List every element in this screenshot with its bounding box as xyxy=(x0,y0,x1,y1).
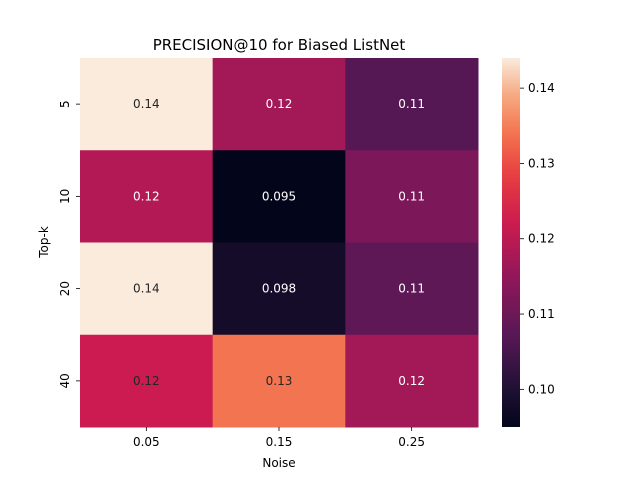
cell-value-label: 0.11 xyxy=(398,97,425,111)
cell-value-label: 0.11 xyxy=(398,282,425,296)
x-axis-label: Noise xyxy=(262,456,295,470)
colorbar: 0.10 0.11 0.12 0.13 0.14 xyxy=(502,58,555,427)
heatmap-cell xyxy=(80,150,214,243)
y-tick-label: 5 xyxy=(58,100,72,108)
x-tick-label: 0.05 xyxy=(133,435,160,449)
y-tick-label: 40 xyxy=(58,373,72,388)
cell-value-label: 0.12 xyxy=(133,189,160,203)
heatmap-cell xyxy=(212,58,346,151)
heatmap-cell xyxy=(80,58,214,151)
x-tick-label: 0.15 xyxy=(266,435,293,449)
chart-title: PRECISION@10 for Biased ListNet xyxy=(153,36,406,54)
heatmap-cell xyxy=(80,242,214,336)
colorbar-tick-label: 0.11 xyxy=(528,307,555,321)
cell-value-label: 0.098 xyxy=(262,282,296,296)
colorbar-tick-label: 0.13 xyxy=(528,156,555,170)
heatmap-cell xyxy=(212,334,346,428)
cell-value-label: 0.12 xyxy=(266,97,293,111)
cell-value-label: 0.095 xyxy=(262,189,296,203)
cell-value-label: 0.14 xyxy=(133,97,160,111)
cell-value-label: 0.13 xyxy=(266,374,293,388)
y-tick-label: 20 xyxy=(58,281,72,296)
cell-value-label: 0.14 xyxy=(133,282,160,296)
heatmap-cell xyxy=(345,58,479,151)
heatmap-cell xyxy=(80,334,214,428)
colorbar-tick-label: 0.12 xyxy=(528,232,555,246)
heatmap-cell xyxy=(345,242,479,336)
colorbar-gradient xyxy=(502,58,520,427)
heatmap-cell xyxy=(345,334,479,428)
colorbar-tick-label: 0.14 xyxy=(528,81,555,95)
cell-value-label: 0.11 xyxy=(398,189,425,203)
y-axis-label: Top-k xyxy=(37,226,51,259)
heatmap-cell xyxy=(212,242,346,336)
heatmap-cell xyxy=(212,150,346,243)
cell-value-label: 0.12 xyxy=(398,374,425,388)
heatmap-cells: 0.14 0.12 0.11 0.12 0.095 0.11 0.14 0.098 0.11 0.… xyxy=(80,58,479,428)
x-tick-label: 0.25 xyxy=(398,435,425,449)
y-tick-label: 10 xyxy=(58,189,72,204)
y-axis: 5 10 20 40 xyxy=(58,100,80,389)
x-axis: 0.05 0.15 0.25 xyxy=(133,427,425,449)
cell-value-label: 0.12 xyxy=(133,374,160,388)
colorbar-tick-label: 0.10 xyxy=(528,382,555,396)
heatmap-cell xyxy=(345,150,479,243)
